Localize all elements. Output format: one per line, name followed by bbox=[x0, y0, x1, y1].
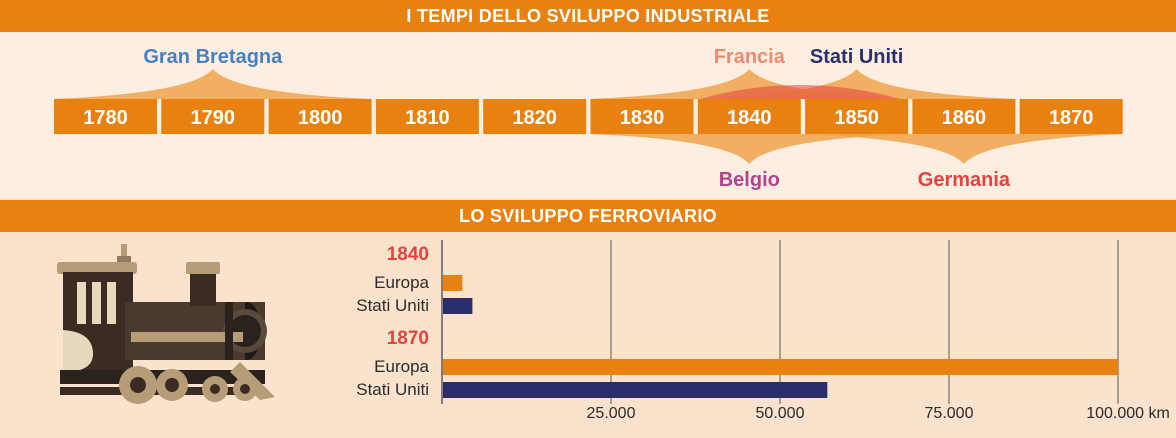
bar-category-label: Stati Uniti bbox=[356, 380, 429, 399]
bar-category-label: Europa bbox=[374, 357, 429, 376]
bar bbox=[443, 359, 1118, 375]
timeline-diagram: 1780 1790 1800 1810 1820 1830 1840 1850 1860 1870… bbox=[54, 46, 1123, 191]
wing-overlap bbox=[700, 85, 900, 99]
decade-label: 1860 bbox=[942, 107, 987, 129]
decade-label: 1830 bbox=[620, 107, 665, 129]
decade-box bbox=[161, 99, 265, 134]
decade-label: 1820 bbox=[512, 107, 557, 129]
bar bbox=[443, 382, 828, 398]
x-tick-label: 25.000 bbox=[587, 405, 636, 422]
x-tick-label: 100.000 km bbox=[1086, 405, 1170, 422]
bar bbox=[443, 298, 473, 314]
timeline-title: I TEMPI DELLO SVILUPPO INDUSTRIALE bbox=[0, 0, 1176, 32]
wing-francia bbox=[590, 69, 909, 99]
decade-label: 1780 bbox=[83, 107, 128, 129]
wing-stati-uniti bbox=[697, 69, 1016, 99]
x-tick-label: 50.000 bbox=[756, 405, 805, 422]
country-label: Germania bbox=[918, 169, 1011, 191]
wing-germania bbox=[805, 134, 1123, 164]
decade-label: 1810 bbox=[405, 107, 450, 129]
bar-category-label: Europa bbox=[374, 273, 429, 292]
decade-label: 1840 bbox=[727, 107, 772, 129]
bar bbox=[443, 275, 463, 291]
group-year-label: 1870 bbox=[386, 328, 429, 349]
wing-belgio bbox=[590, 134, 909, 164]
decade-label: 1790 bbox=[191, 107, 236, 129]
group-year-label: 1840 bbox=[386, 244, 429, 265]
decade-box bbox=[483, 99, 587, 134]
country-label: Stati Uniti bbox=[810, 46, 903, 68]
decade-label: 1850 bbox=[834, 107, 879, 129]
decade-box bbox=[805, 99, 909, 134]
decade-box bbox=[1019, 99, 1123, 134]
country-label: Gran Bretagna bbox=[143, 46, 283, 68]
bar-category-label: Stati Uniti bbox=[356, 296, 429, 315]
decade-label: 1800 bbox=[298, 107, 343, 129]
decade-box bbox=[54, 99, 157, 134]
locomotive-icon bbox=[57, 244, 275, 404]
decade-label: 1870 bbox=[1049, 107, 1094, 129]
country-label: Francia bbox=[714, 46, 786, 68]
country-label: Belgio bbox=[719, 169, 780, 191]
decade-box bbox=[375, 99, 479, 134]
x-tick-label: 75.000 bbox=[925, 405, 974, 422]
decade-box bbox=[697, 99, 801, 134]
decade-box bbox=[912, 99, 1016, 134]
decade-box bbox=[268, 99, 372, 134]
railway-title: LO SVILUPPO FERROVIARIO bbox=[0, 200, 1176, 232]
decade-box bbox=[590, 99, 694, 134]
wing-gran-bretagna bbox=[54, 69, 372, 99]
